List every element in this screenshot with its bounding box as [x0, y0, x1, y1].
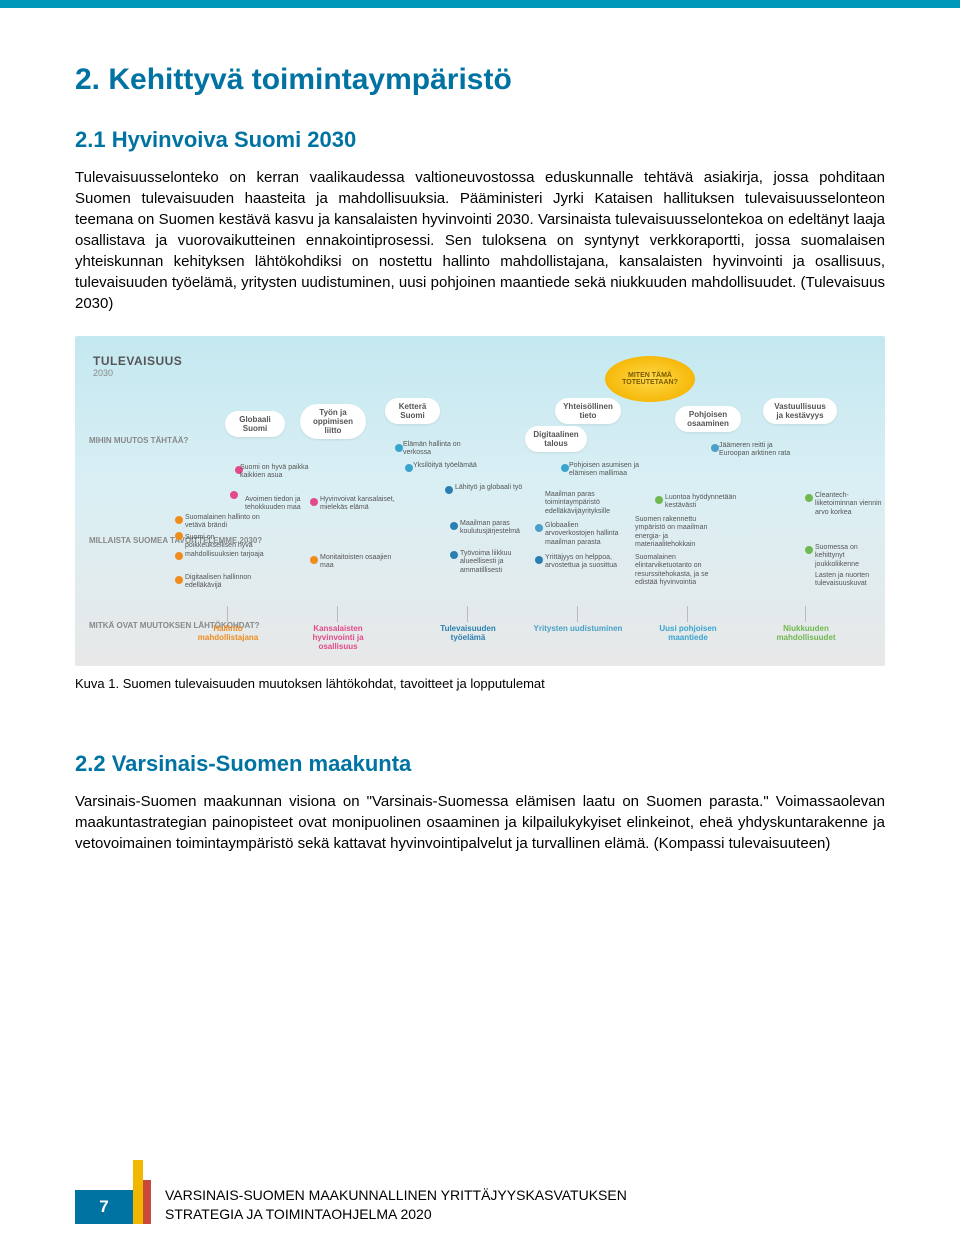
bottom-label: Uusi pohjoisen maantiede	[643, 624, 733, 642]
dot	[395, 444, 403, 452]
dot	[405, 464, 413, 472]
dot	[711, 444, 719, 452]
vline	[687, 606, 688, 622]
dot	[175, 552, 183, 560]
cloud: Globaali Suomi	[225, 411, 285, 437]
page-content: 2. Kehittyvä toimintaympäristö 2.1 Hyvin…	[0, 8, 960, 854]
dot	[805, 546, 813, 554]
info-text: Maailman paras koulutusjärjestelmä	[460, 520, 540, 537]
dot	[655, 496, 663, 504]
bottom-label: Kansalaisten hyvinvointi ja osallisuus	[293, 624, 383, 651]
info-text: Pohjoisen asumisen ja elämisen mallimaa	[569, 462, 649, 479]
bottom-label: Hallinto mahdollistajana	[183, 624, 273, 642]
figure-caption: Kuva 1. Suomen tulevaisuuden muutoksen l…	[75, 676, 885, 691]
info-text: Digitaalisen hallinnon edelläkävijä	[185, 574, 265, 591]
bottom-label: Niukkuuden mahdollisuudet	[761, 624, 851, 642]
info-text: Avoimen tiedon ja tehokkuuden maa	[245, 496, 325, 513]
page-footer: 7 VARSINAIS-SUOMEN MAAKUNNALLINEN YRITTÄ…	[75, 1160, 627, 1224]
infographic-logo: TULEVAISUUS 2030	[93, 354, 182, 378]
info-text: Suomalainen elintarviketuotanto on resur…	[635, 554, 715, 588]
info-text: Jäämeren reitti ja Euroopan arktinen rat…	[719, 442, 799, 459]
section-1-paragraph: Tulevaisuusselonteko on kerran vaalikaud…	[75, 167, 885, 314]
dot	[445, 486, 453, 494]
info-text: Lähityö ja globaali työ	[455, 484, 522, 492]
page-number: 7	[75, 1190, 133, 1224]
info-text: Monitaitoisten osaajien maa	[320, 554, 400, 571]
info-text: Suomi on hyvä paikka kaikkien asua	[240, 464, 320, 481]
heading-section-1: 2.1 Hyvinvoiva Suomi 2030	[75, 127, 885, 153]
dot	[561, 464, 569, 472]
cloud: Vastuullisuus ja kestävyys	[763, 398, 837, 424]
info-text: Hyvinvoivat kansalaiset, mielekäs elämä	[320, 496, 400, 513]
info-text: Suomalainen hallinto on vetävä brändi	[185, 514, 265, 531]
info-text: Suomen rakennettu ympäristö on maailman …	[635, 516, 715, 550]
heading-section-2: 2.2 Varsinais-Suomen maakunta	[75, 751, 885, 777]
dot	[175, 576, 183, 584]
vline	[577, 606, 578, 622]
dot	[175, 532, 183, 540]
tulevaisuus-infographic: TULEVAISUUS 2030 MIHIN MUUTOS TÄHTÄÄ? MI…	[75, 336, 885, 666]
dot	[230, 491, 238, 499]
vline	[227, 606, 228, 622]
info-text: Cleantech-liiketoiminnan viennin arvo ko…	[815, 492, 885, 517]
vline	[805, 606, 806, 622]
dot	[310, 556, 318, 564]
info-text: Yrittäjyys on helppoa, arvostettua ja su…	[545, 554, 625, 571]
dot	[175, 516, 183, 524]
side-q1: MIHIN MUUTOS TÄHTÄÄ?	[89, 436, 188, 446]
footer-text: VARSINAIS-SUOMEN MAAKUNNALLINEN YRITTÄJY…	[165, 1186, 627, 1224]
cloud: Yhteisöllinen tieto	[555, 398, 621, 424]
info-text: Yksilöityä työelämää	[413, 462, 477, 470]
dot	[805, 494, 813, 502]
red-bar	[143, 1180, 151, 1224]
heading-main: 2. Kehittyvä toimintaympäristö	[75, 63, 885, 97]
section-2: 2.2 Varsinais-Suomen maakunta Varsinais-…	[75, 751, 885, 854]
cloud: Työn ja oppimisen liitto	[300, 404, 366, 439]
bottom-label: Yritysten uudistuminen	[533, 624, 623, 633]
info-text: Elämän hallinta on verkossa	[403, 441, 483, 458]
section-2-paragraph: Varsinais-Suomen maakunnan visiona on "V…	[75, 791, 885, 854]
info-text: Luontoa hyödynnetään kestävästi	[665, 494, 745, 511]
cloud: Pohjoisen osaaminen	[675, 406, 741, 432]
info-text: Maailman paras toimintaympäristö edelläk…	[545, 491, 625, 516]
info-text: Globaalien arvoverkostojen hallinta maai…	[545, 522, 625, 547]
cloud: Digitaalinen talous	[525, 426, 587, 452]
cloud: Ketterä Suomi	[385, 398, 440, 424]
info-text: Työvoima liikkuu alueellisesti ja ammati…	[460, 550, 540, 575]
vline	[467, 606, 468, 622]
info-text: Lasten ja nuorten tulevaisuuskuvat	[815, 572, 885, 589]
dot	[450, 522, 458, 530]
vline	[337, 606, 338, 622]
sun-label: MITEN TÄMÄ TOTEUTETAAN?	[605, 356, 695, 402]
info-text: Suomi on poikkeuksellisen hyvä mahdollis…	[185, 534, 265, 559]
bottom-label: Tulevaisuuden työelämä	[423, 624, 513, 642]
yellow-bar	[133, 1160, 143, 1224]
top-bar	[0, 0, 960, 8]
dot	[450, 551, 458, 559]
info-text: Suomessa on kehittynyt joukkoliikenne	[815, 544, 885, 569]
